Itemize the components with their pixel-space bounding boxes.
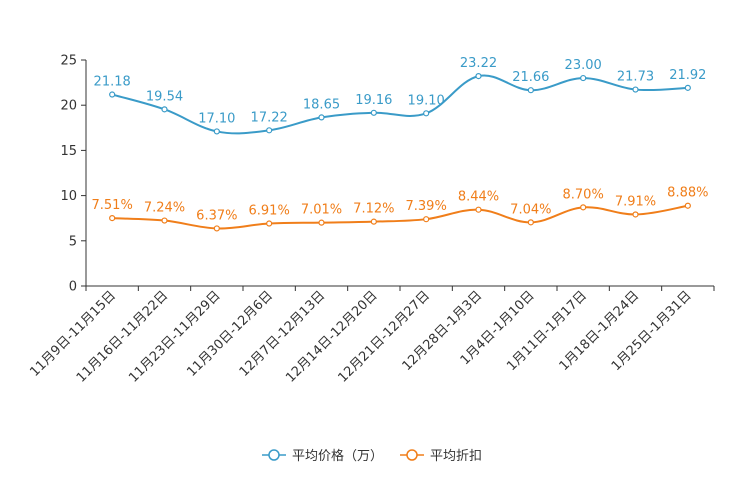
data-point bbox=[318, 114, 325, 121]
data-labels: 21.18 19.54 17.10 17.22 18.65 19.16 19.10 23.22… bbox=[92, 56, 709, 223]
data-point bbox=[213, 128, 220, 135]
data-label: 19.10 bbox=[408, 93, 445, 108]
data-point bbox=[423, 110, 430, 117]
data-point bbox=[266, 127, 273, 134]
data-point bbox=[632, 211, 639, 218]
data-label: 8.88% bbox=[667, 186, 708, 201]
data-point bbox=[161, 217, 168, 224]
data-label: 7.91% bbox=[615, 194, 656, 209]
series-line-1 bbox=[112, 204, 688, 230]
data-point bbox=[161, 106, 168, 113]
data-point bbox=[423, 216, 430, 223]
x-tick-label: 12月21日-12月27日 bbox=[336, 288, 433, 385]
y-tick-label: 25 bbox=[60, 54, 77, 69]
legend-marker-0 bbox=[268, 449, 280, 461]
data-point bbox=[475, 206, 482, 213]
legend-marker-1 bbox=[406, 449, 418, 461]
x-tick-label: 11月9日-11月15日 bbox=[27, 288, 119, 380]
y-tick-label: 5 bbox=[69, 234, 77, 249]
data-point bbox=[580, 74, 587, 82]
data-label: 7.04% bbox=[510, 202, 551, 217]
data-label: 7.39% bbox=[406, 199, 447, 214]
data-label: 17.10 bbox=[198, 111, 235, 126]
data-label: 7.01% bbox=[301, 203, 342, 218]
data-label: 8.70% bbox=[563, 187, 604, 202]
data-label: 21.73 bbox=[617, 70, 654, 85]
data-label: 6.91% bbox=[249, 204, 290, 219]
data-point bbox=[527, 219, 534, 226]
data-point bbox=[266, 220, 273, 227]
data-point bbox=[684, 84, 691, 91]
series-line-0 bbox=[111, 74, 688, 135]
data-point bbox=[527, 87, 534, 94]
data-label: 21.18 bbox=[94, 75, 131, 90]
data-point bbox=[213, 225, 220, 232]
data-point bbox=[318, 219, 325, 226]
data-label: 23.22 bbox=[460, 56, 497, 71]
data-point bbox=[580, 204, 587, 211]
x-tick-label: 12月14日-12月20日 bbox=[283, 288, 380, 385]
data-point bbox=[109, 215, 116, 222]
x-tick-label: 11月16日-11月22日 bbox=[74, 288, 171, 385]
data-label: 18.65 bbox=[303, 97, 340, 112]
y-tick-label: 15 bbox=[60, 144, 77, 159]
legend: 平均价格（万） 平均折扣 bbox=[262, 448, 482, 464]
data-label: 6.37% bbox=[196, 208, 237, 223]
data-point bbox=[684, 202, 691, 209]
data-label: 19.16 bbox=[355, 93, 392, 108]
y-tick-label: 0 bbox=[69, 280, 77, 295]
data-point bbox=[632, 86, 639, 93]
data-point bbox=[370, 218, 377, 225]
data-label: 23.00 bbox=[565, 58, 602, 73]
data-point bbox=[370, 109, 377, 116]
x-tick-label: 11月23日-11月29日 bbox=[126, 288, 223, 385]
series-points bbox=[109, 72, 691, 232]
legend-label-0: 平均价格（万） bbox=[292, 448, 383, 464]
data-label: 17.22 bbox=[251, 110, 288, 125]
y-tick-label: 10 bbox=[60, 189, 77, 204]
data-label: 7.24% bbox=[144, 201, 185, 216]
data-label: 7.12% bbox=[353, 202, 394, 217]
data-label: 8.44% bbox=[458, 190, 499, 205]
data-label: 7.51% bbox=[92, 198, 133, 213]
y-tick-label: 20 bbox=[60, 99, 77, 114]
series-lines bbox=[111, 74, 688, 230]
data-point bbox=[475, 72, 482, 80]
data-label: 19.54 bbox=[146, 89, 183, 104]
data-point bbox=[109, 91, 116, 98]
data-label: 21.66 bbox=[512, 70, 549, 85]
data-label: 21.92 bbox=[669, 68, 706, 83]
legend-label-1: 平均折扣 bbox=[430, 449, 482, 464]
